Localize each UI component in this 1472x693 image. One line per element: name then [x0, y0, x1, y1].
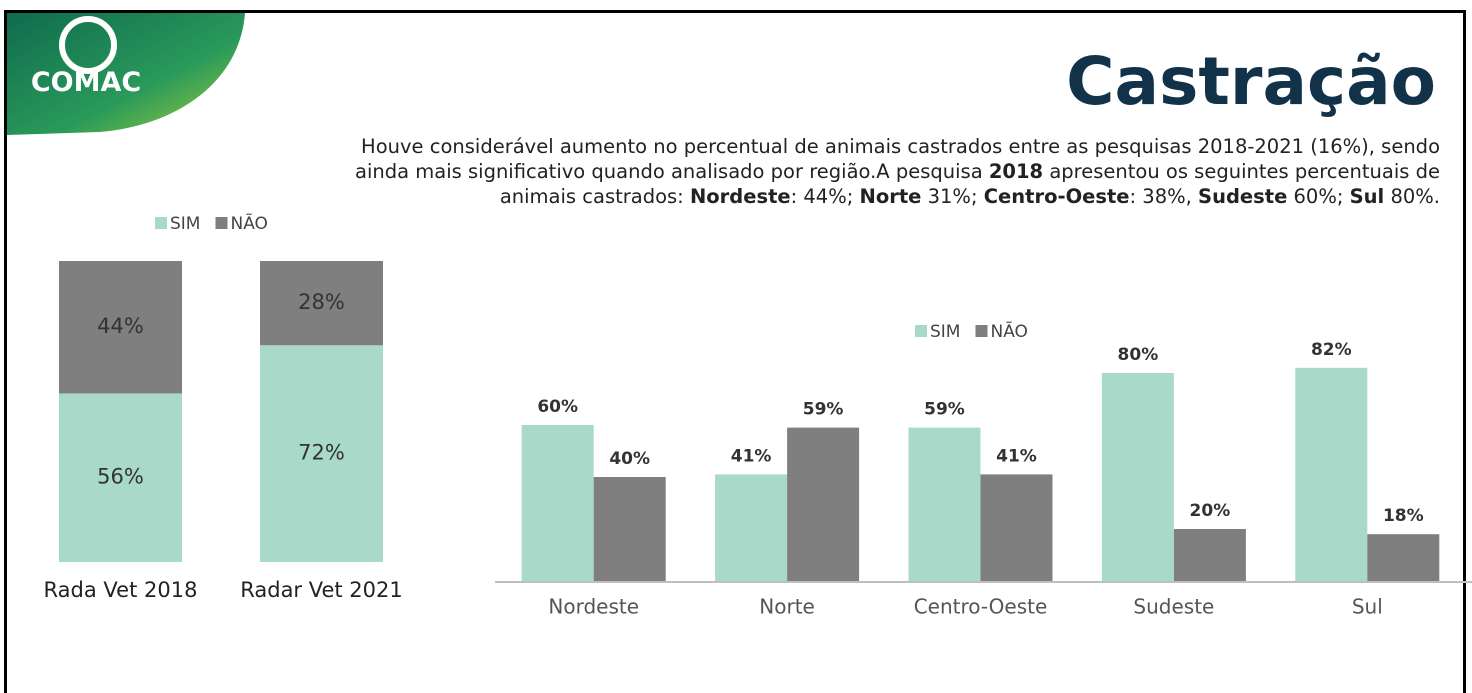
legend-swatch: [975, 325, 987, 337]
value-label: 18%: [1383, 506, 1424, 526]
value-label: 20%: [1190, 501, 1231, 521]
description: Houve considerável aumento no percentual…: [140, 134, 1440, 209]
text-run: Nordeste: [690, 185, 791, 208]
x-tick-label: Nordeste: [548, 595, 639, 619]
legend-label: NÃO: [230, 212, 267, 234]
text-run: apresentou os seguintes percentuais de: [1043, 160, 1440, 183]
bar: [1174, 529, 1246, 581]
value-label: 59%: [803, 400, 844, 420]
value-label: 80%: [1118, 345, 1159, 365]
bar: [981, 474, 1053, 581]
text-run: 2018: [989, 160, 1043, 183]
legend-label: SIM: [170, 214, 200, 234]
value-label: 72%: [298, 441, 345, 465]
value-label: 41%: [731, 446, 772, 466]
bar: [787, 428, 859, 581]
bar: [594, 477, 666, 581]
bar: [1102, 373, 1174, 581]
x-tick-label: Sudeste: [1133, 595, 1214, 619]
text-run: Norte: [860, 185, 922, 208]
x-tick-label: Rada Vet 2018: [44, 578, 198, 602]
slide: COMAC Castração SIM NÃO Rada Vet 2018 56% 44…: [0, 0, 1472, 693]
legend-swatch: [155, 217, 167, 229]
x-tick-label: Sul: [1352, 595, 1383, 619]
slide-title: Castração: [1066, 43, 1436, 120]
bar: [522, 425, 594, 581]
value-label: 59%: [924, 400, 965, 420]
legend-label: NÃO: [990, 320, 1027, 342]
value-label: 28%: [298, 290, 345, 314]
text-run: Sudeste: [1198, 185, 1287, 208]
value-label: 56%: [97, 465, 144, 489]
text-run: : 44%;: [791, 185, 860, 208]
value-label: 41%: [996, 446, 1037, 466]
value-label: 60%: [537, 397, 578, 417]
legend-swatch: [215, 217, 227, 229]
legend-swatch: [915, 325, 927, 337]
bar: [1367, 534, 1439, 581]
text-run: Houve considerável aumento no percentual…: [361, 135, 1440, 158]
value-label: 82%: [1311, 340, 1352, 360]
text-run: : 38%,: [1130, 185, 1199, 208]
text-run: ainda mais significativo quando analisad…: [355, 160, 989, 183]
x-tick-label: Norte: [759, 595, 815, 619]
description-line: Houve considerável aumento no percentual…: [140, 134, 1440, 159]
logo-text: COMAC: [31, 67, 141, 98]
text-run: 80%.: [1384, 185, 1440, 208]
bar: [715, 474, 787, 581]
text-run: 31%;: [921, 185, 983, 208]
x-tick-label: Radar Vet 2021: [240, 578, 403, 602]
description-line: animais castrados: Nordeste: 44%; Norte …: [140, 184, 1440, 209]
text-run: 60%;: [1287, 185, 1349, 208]
value-label: 40%: [609, 449, 650, 469]
text-run: Centro-Oeste: [984, 185, 1130, 208]
text-run: Sul: [1350, 185, 1385, 208]
bar: [909, 428, 981, 581]
description-line: ainda mais significativo quando analisad…: [140, 159, 1440, 184]
legend-label: SIM: [930, 322, 960, 342]
value-label: 44%: [97, 314, 144, 338]
bar: [1295, 368, 1367, 581]
text-run: animais castrados:: [500, 185, 690, 208]
x-tick-label: Centro-Oeste: [914, 595, 1048, 619]
page: COMAC Castração SIM NÃO Rada Vet 2018 56% 44…: [0, 0, 1472, 693]
